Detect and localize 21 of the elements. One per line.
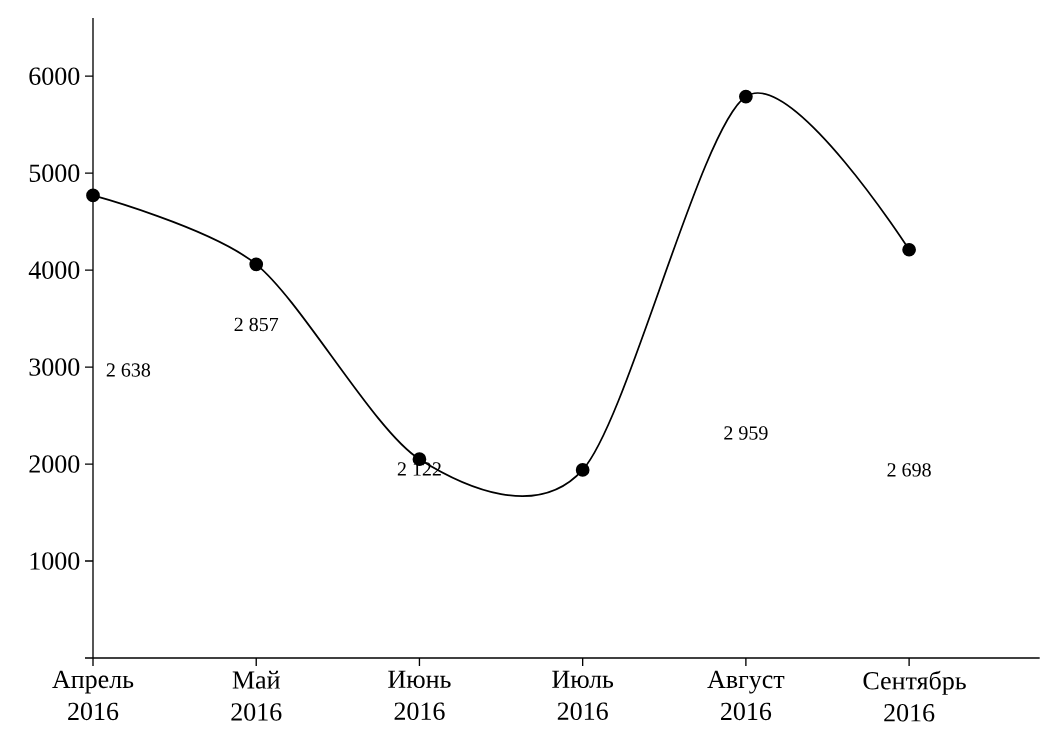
point (249, 257, 264, 272)
point (902, 242, 916, 257)
x-tick-label: Сентябрь 2016 (863, 670, 966, 722)
x-tick-label: Июнь 2016 (388, 670, 451, 720)
x-tick-label: Апрель 2016 (52, 670, 134, 721)
y-tick-label: 1000 (30, 552, 80, 570)
point (86, 188, 100, 203)
y-tick-label: 6000 (29, 67, 80, 85)
y-tick-label: 3000 (29, 358, 80, 376)
annotation: 2 698 (887, 463, 931, 477)
point (739, 89, 753, 104)
annotation: 2 638 (106, 363, 151, 377)
point (575, 463, 590, 477)
x-tick-label: Май 2016 (231, 670, 282, 721)
y-tick-label: 4000 (28, 261, 80, 279)
annotation: 2 857 (234, 317, 279, 332)
y-tick-label: 2000 (29, 455, 80, 473)
x-tick-label: Июль 2016 (552, 670, 614, 720)
x-tick-label: Август 2016 (707, 670, 785, 721)
annotation: 2 959 (724, 426, 768, 440)
y-tick-label: 5000 (29, 164, 80, 182)
